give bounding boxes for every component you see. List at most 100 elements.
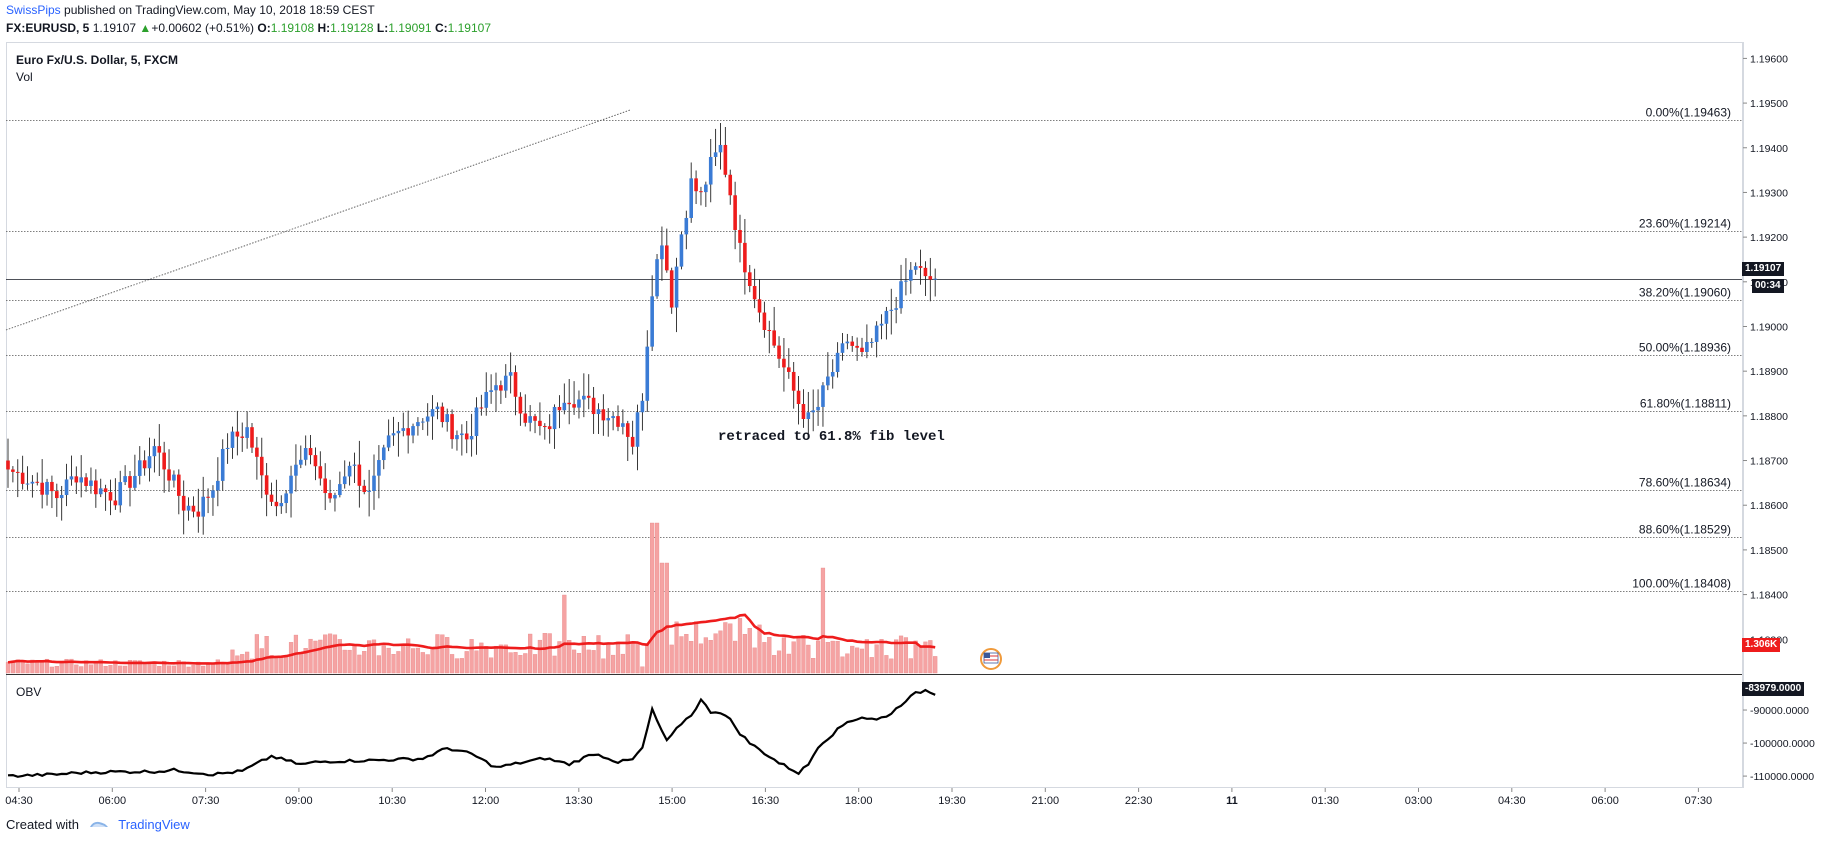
volume-bar: [166, 665, 172, 674]
candle-body: [821, 385, 825, 407]
fib-level-label: 100.00%(1.18408): [1632, 577, 1731, 591]
time-tick-label: 12:00: [472, 795, 500, 807]
flag-canton: [984, 653, 990, 658]
volume-bar: [469, 639, 474, 674]
volume-bar: [235, 655, 240, 674]
candle-body: [269, 494, 274, 502]
volume-bar: [537, 639, 543, 674]
candle-body: [684, 217, 689, 235]
volume-bar: [518, 655, 523, 674]
candle-body: [660, 245, 664, 260]
candle-body: [772, 330, 776, 346]
volume-bar: [733, 640, 738, 674]
price-tick-label: 1.18400: [1750, 590, 1788, 602]
close-value: 1.19107: [447, 21, 492, 35]
fib-level-label: 88.60%(1.18529): [1639, 523, 1731, 537]
volume-bar: [498, 644, 503, 674]
volume-bar: [40, 661, 45, 674]
candle-body: [299, 459, 303, 465]
volume-bar: [693, 621, 699, 674]
volume-bar: [186, 666, 191, 674]
volume-bar: [279, 657, 284, 674]
volume-bar: [176, 660, 181, 674]
volume-bar: [713, 633, 718, 674]
candle-body: [577, 399, 581, 408]
candle-body: [328, 493, 332, 499]
volume-bar: [869, 657, 874, 674]
candle-body: [689, 178, 693, 218]
volume-bar: [484, 646, 489, 674]
volume-bar: [332, 634, 338, 674]
close-label: C:: [434, 21, 448, 35]
tradingview-link[interactable]: TradingView: [118, 817, 190, 832]
volume-bar: [435, 634, 440, 674]
volume-bar: [894, 639, 899, 674]
volume-bar: [840, 656, 845, 674]
price-tick-label: 1.19000: [1750, 321, 1788, 333]
annotation-text: retraced to 61.8% fib level: [718, 429, 945, 445]
candle-body: [738, 229, 742, 243]
candle-body: [469, 436, 474, 440]
volume-bar: [181, 661, 186, 674]
candle-body: [869, 341, 874, 343]
volume-bar: [532, 654, 538, 674]
candle-body: [338, 484, 342, 496]
candle-body: [172, 474, 176, 481]
obv-badge: -83979.0000: [1742, 682, 1805, 696]
candle-body: [303, 448, 308, 460]
time-tick-label: 06:00: [99, 795, 127, 807]
candle-body: [704, 184, 708, 193]
candle-body: [342, 476, 347, 485]
time-tick-label: 07:30: [1685, 795, 1713, 807]
candle-body: [455, 435, 459, 440]
volume-bar: [352, 643, 357, 674]
candle-body: [835, 352, 840, 373]
candle-body: [191, 505, 196, 512]
candle-body: [538, 420, 542, 427]
candle-body: [796, 390, 801, 405]
candle-body: [206, 496, 210, 498]
symbol-label[interactable]: FX:EURUSD, 5: [6, 21, 90, 35]
candle-body: [923, 267, 928, 277]
volume-bar: [142, 663, 147, 674]
volume-bar: [820, 567, 826, 674]
volume-bar: [103, 666, 108, 674]
candle-body: [64, 479, 69, 496]
volume-label: Vol: [16, 70, 33, 84]
volume-bar: [615, 641, 621, 674]
candle-body: [220, 448, 225, 481]
volume-bar: [830, 640, 835, 674]
volume-bar: [249, 658, 255, 674]
volume-bar: [44, 658, 50, 674]
candle-body: [391, 433, 396, 436]
obv-tick-label: -100000.0000: [1750, 738, 1815, 750]
volume-bar: [171, 665, 177, 674]
price-tick-label: 1.19300: [1750, 187, 1788, 199]
volume-bar: [430, 648, 435, 674]
change-value: +0.00602 (+0.51%): [151, 21, 255, 35]
candle-body: [425, 416, 430, 422]
candle-body: [840, 343, 845, 353]
candle-body: [142, 460, 147, 469]
price-tick-label: 1.19400: [1750, 143, 1788, 155]
candle-body: [801, 404, 806, 420]
volume-bar: [786, 653, 791, 674]
volume-bar: [528, 633, 533, 674]
author-link[interactable]: SwissPips: [6, 3, 61, 17]
candle-body: [625, 423, 630, 437]
volume-bar: [791, 641, 796, 674]
volume-bar: [240, 654, 245, 674]
volume-bar: [674, 621, 679, 674]
volume-bar: [776, 650, 782, 674]
candle-body: [913, 266, 918, 270]
volume-bar: [123, 665, 128, 674]
time-tick-label: 07:30: [192, 795, 220, 807]
volume-bar: [762, 642, 767, 674]
volume-bar: [796, 638, 801, 674]
volume-bar: [567, 640, 572, 674]
candle-body: [240, 436, 245, 438]
volume-bar: [362, 651, 367, 674]
volume-bar: [445, 637, 450, 674]
volume-bar: [752, 647, 757, 674]
